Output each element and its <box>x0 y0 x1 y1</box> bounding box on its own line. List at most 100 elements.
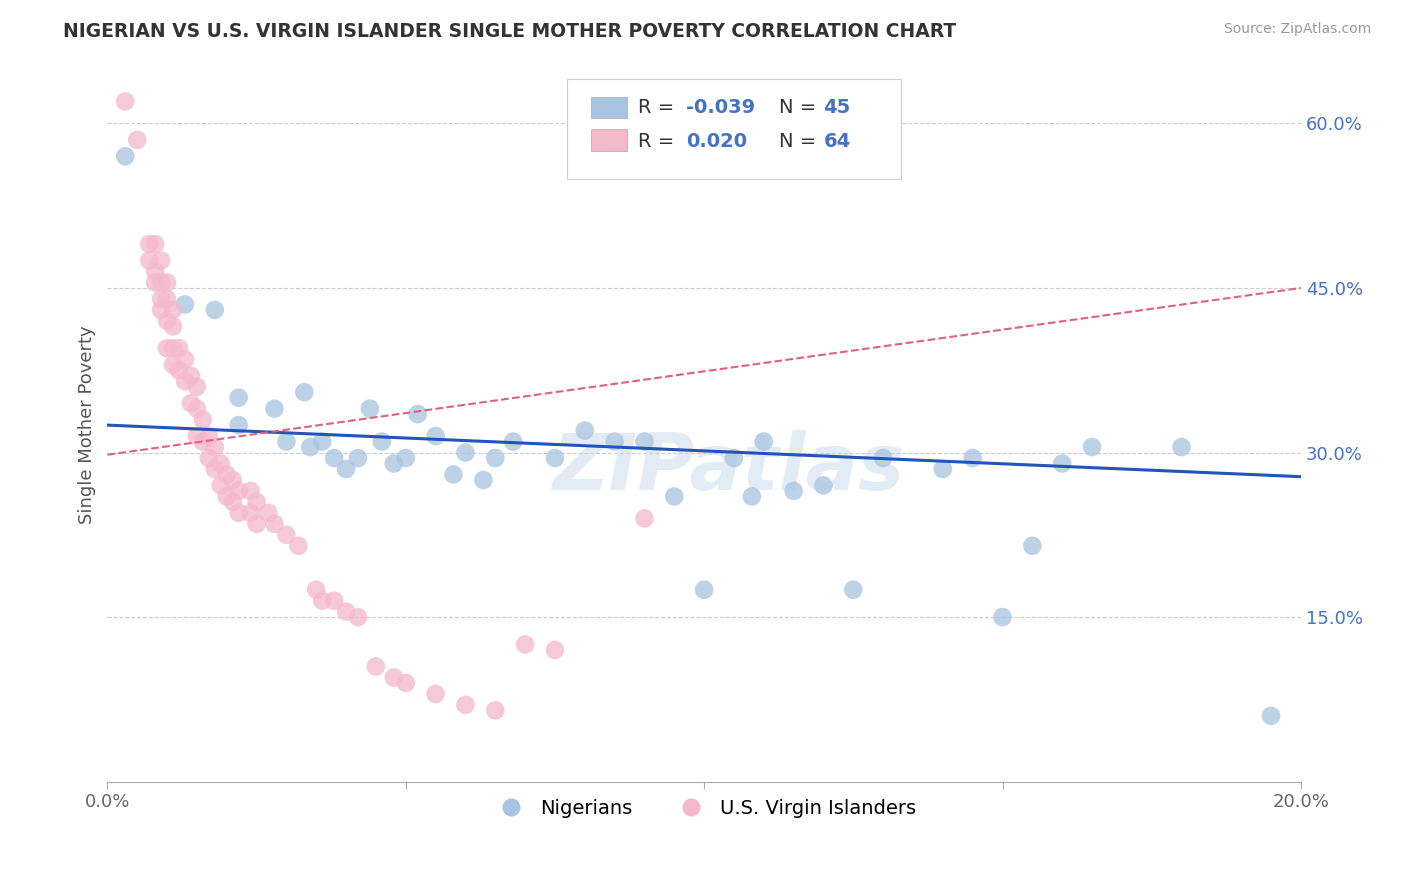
Point <box>228 391 250 405</box>
Point <box>228 418 250 433</box>
Point <box>962 450 984 465</box>
Point <box>215 490 238 504</box>
Point <box>287 539 309 553</box>
Point <box>150 276 173 290</box>
Point <box>1050 457 1073 471</box>
Point <box>228 483 250 498</box>
Text: 64: 64 <box>824 133 851 152</box>
Point <box>245 516 267 531</box>
Point <box>311 593 333 607</box>
Point <box>228 506 250 520</box>
Point <box>335 462 357 476</box>
Point <box>371 434 394 449</box>
Point <box>150 302 173 317</box>
Y-axis label: Single Mother Poverty: Single Mother Poverty <box>79 326 96 524</box>
Point <box>127 133 149 147</box>
Point <box>484 703 506 717</box>
Point <box>633 434 655 449</box>
Point <box>741 490 763 504</box>
Point <box>162 358 184 372</box>
Point <box>347 610 370 624</box>
Point <box>1260 709 1282 723</box>
Point <box>174 374 197 388</box>
Point <box>198 429 221 443</box>
Point <box>198 450 221 465</box>
Point <box>443 467 465 482</box>
Point <box>472 473 495 487</box>
Point <box>174 352 197 367</box>
Text: NIGERIAN VS U.S. VIRGIN ISLANDER SINGLE MOTHER POVERTY CORRELATION CHART: NIGERIAN VS U.S. VIRGIN ISLANDER SINGLE … <box>63 22 956 41</box>
Point <box>150 292 173 306</box>
Point <box>204 302 226 317</box>
Point <box>454 698 477 712</box>
Point <box>138 237 160 252</box>
Point <box>633 511 655 525</box>
Point <box>180 368 202 383</box>
Point <box>311 434 333 449</box>
Point <box>723 450 745 465</box>
Point <box>143 237 166 252</box>
FancyBboxPatch shape <box>591 129 627 151</box>
Point <box>143 276 166 290</box>
Text: 0.020: 0.020 <box>686 133 748 152</box>
Point <box>872 450 894 465</box>
Point <box>335 605 357 619</box>
Point <box>276 528 298 542</box>
Text: N =: N = <box>779 133 823 152</box>
Point <box>425 429 447 443</box>
Point <box>425 687 447 701</box>
Point <box>191 434 214 449</box>
Point <box>1170 440 1192 454</box>
Point <box>222 473 245 487</box>
Point <box>156 314 179 328</box>
Point <box>143 264 166 278</box>
Point <box>257 506 280 520</box>
Point <box>395 676 418 690</box>
Point <box>502 434 524 449</box>
Point <box>484 450 506 465</box>
Point <box>276 434 298 449</box>
Point <box>813 478 835 492</box>
Point <box>395 450 418 465</box>
Point <box>186 401 208 416</box>
Point <box>162 302 184 317</box>
Point <box>114 149 136 163</box>
Text: N =: N = <box>779 98 823 117</box>
Point <box>191 412 214 426</box>
Text: R =: R = <box>638 98 681 117</box>
Legend: Nigerians, U.S. Virgin Islanders: Nigerians, U.S. Virgin Islanders <box>484 791 924 825</box>
Text: 45: 45 <box>824 98 851 117</box>
Point <box>156 276 179 290</box>
Point <box>382 670 405 684</box>
Point <box>932 462 955 476</box>
Point <box>382 457 405 471</box>
Point <box>305 582 328 597</box>
Point <box>114 95 136 109</box>
Point <box>752 434 775 449</box>
FancyBboxPatch shape <box>567 79 901 179</box>
Point <box>156 341 179 355</box>
FancyBboxPatch shape <box>591 97 627 119</box>
Point <box>292 385 315 400</box>
Point <box>204 462 226 476</box>
Point <box>263 401 285 416</box>
Point <box>162 319 184 334</box>
Point <box>454 445 477 459</box>
Point <box>245 495 267 509</box>
Point <box>359 401 381 416</box>
Point <box>603 434 626 449</box>
Point <box>167 341 190 355</box>
Point <box>1081 440 1104 454</box>
Text: R =: R = <box>638 133 688 152</box>
Point <box>204 440 226 454</box>
Point <box>180 396 202 410</box>
Point <box>174 297 197 311</box>
Point <box>138 253 160 268</box>
Point <box>693 582 716 597</box>
Text: Source: ZipAtlas.com: Source: ZipAtlas.com <box>1223 22 1371 37</box>
Point <box>239 506 262 520</box>
Point <box>842 582 865 597</box>
Point <box>1021 539 1043 553</box>
Point <box>299 440 322 454</box>
Point <box>150 253 173 268</box>
